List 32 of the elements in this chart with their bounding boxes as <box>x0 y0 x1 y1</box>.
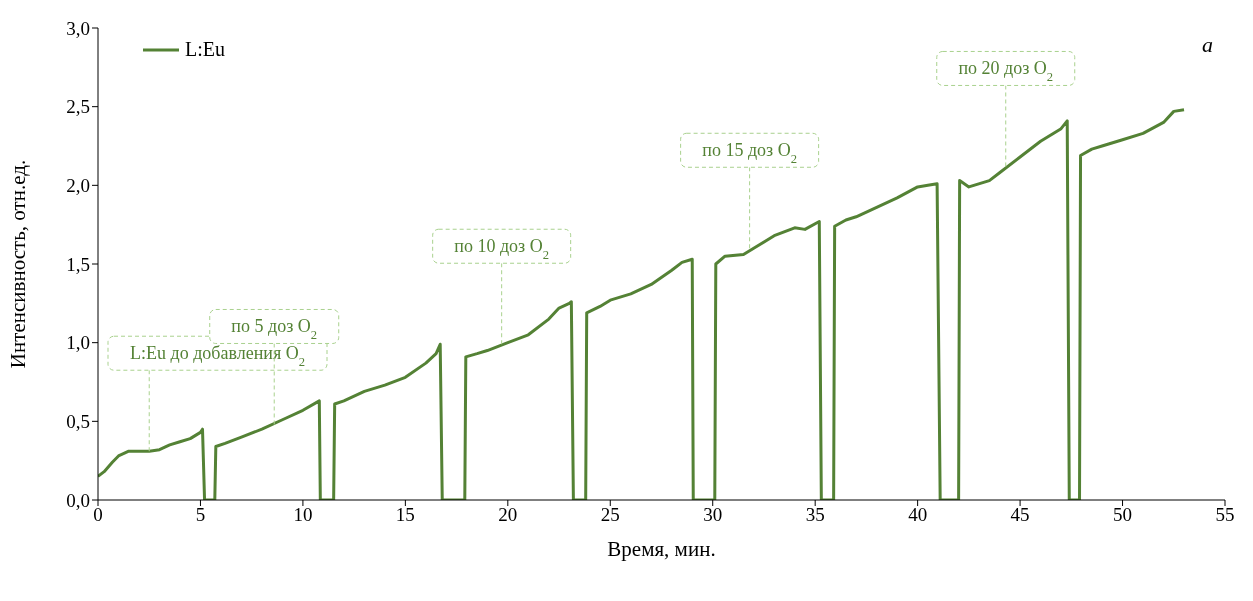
x-tick-label: 30 <box>703 504 723 526</box>
legend-label: L:Eu <box>185 38 225 61</box>
y-tick-label: 1,0 <box>66 332 90 354</box>
x-tick-label: 55 <box>1215 504 1235 526</box>
x-tick-label: 15 <box>395 504 415 526</box>
y-tick-label: 2,5 <box>66 96 90 118</box>
callout: по 20 доз O$_{2}$ <box>936 50 1076 167</box>
y-axis-title: Интенсивность, отн.ед. <box>6 159 31 369</box>
x-tick-label: 50 <box>1113 504 1133 526</box>
x-tick-label: 25 <box>600 504 620 526</box>
y-tick-label: 1,5 <box>66 253 90 275</box>
x-tick-label: 0 <box>93 504 103 526</box>
x-tick-label: 20 <box>498 504 518 526</box>
x-tick-label: 10 <box>293 504 313 526</box>
x-tick-label: 40 <box>908 504 928 526</box>
callout: по 10 доз O$_{2}$ <box>432 228 572 345</box>
x-axis-title: Время, мин. <box>607 537 716 561</box>
annotation: L:Eu до добавления O$_{2}$ <box>129 343 306 370</box>
x-tick-label: 35 <box>805 504 825 526</box>
y-tick-label: 2,0 <box>66 175 90 197</box>
y-tick-label: 0,0 <box>66 489 90 511</box>
annotation: по 10 доз O$_{2}$ <box>454 236 550 263</box>
annotation: по 20 доз O$_{2}$ <box>958 58 1054 85</box>
x-tick-label: 45 <box>1010 504 1030 526</box>
annotation: по 5 доз O$_{2}$ <box>231 316 318 343</box>
line-series <box>98 108 1186 500</box>
annotation: по 15 доз O$_{2}$ <box>702 140 797 167</box>
callout: по 15 доз O$_{2}$ <box>680 132 820 249</box>
y-tick-label: 3,0 <box>66 17 90 39</box>
annotation: a <box>1202 32 1213 58</box>
y-tick-label: 0,5 <box>66 411 90 433</box>
x-tick-label: 5 <box>195 504 206 526</box>
